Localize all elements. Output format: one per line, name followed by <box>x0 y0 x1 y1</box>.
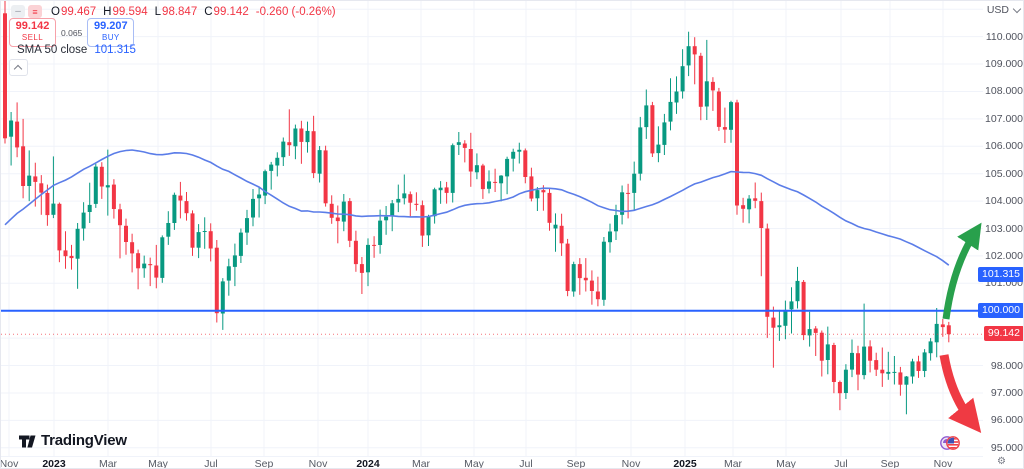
time-tick-month-label: Sep <box>254 458 274 469</box>
time-tick-month-label: Mar <box>723 458 743 469</box>
price-tick-label: 95.000 <box>990 442 1023 454</box>
open-value: 99.467 <box>60 5 97 18</box>
low-label: L <box>154 5 162 18</box>
time-tick-year-label: 2023 <box>42 458 66 469</box>
time-tick-month-label: Nov <box>308 458 328 469</box>
legend-collapse-button[interactable] <box>9 59 28 76</box>
price-tick-label: 108.000 <box>985 85 1023 97</box>
currency-label: USD <box>986 4 1009 16</box>
sma-line <box>4 149 950 266</box>
high-label: H <box>103 5 112 18</box>
sma-value-badge: 101.315 <box>978 267 1023 282</box>
candles-layer <box>3 1 951 415</box>
price-tick-label: 96.000 <box>990 414 1023 426</box>
buy-label: BUY <box>101 33 120 42</box>
currency-selector[interactable]: USD <box>986 4 1022 16</box>
sell-price: 99.142 <box>15 20 50 32</box>
arrow-down-annotation <box>939 354 982 434</box>
close-label: C <box>204 5 213 18</box>
sell-label: SELL <box>21 33 44 42</box>
price-tick-label: 109.000 <box>985 58 1023 70</box>
sell-button[interactable]: 99.142 SELL <box>9 18 56 47</box>
low-value: 98.847 <box>162 5 198 18</box>
time-tick-month-label: Sep <box>880 458 900 469</box>
price-tick-label: 104.000 <box>985 195 1023 207</box>
usd-index-logo-icon <box>939 435 961 451</box>
level-line-badge: 100.000 <box>978 303 1023 318</box>
time-axis[interactable]: Nov 2023 Mar May Jul Sep Nov 2024 Mar May Jul Sep No… <box>0 456 983 469</box>
buy-price: 99.207 <box>93 20 128 32</box>
settings-gear-icon[interactable] <box>997 456 1006 467</box>
price-tick-label: 110.000 <box>985 31 1023 43</box>
time-tick-month-label: Mar <box>98 458 118 469</box>
grid-layer <box>1 1 983 456</box>
spread-value: 0.065 <box>61 27 83 38</box>
indicator-name: SMA 50 close <box>17 44 88 56</box>
time-tick-year-label: 2024 <box>356 458 380 469</box>
time-tick-month-label: Nov <box>621 458 641 469</box>
time-tick-month-label: Nov <box>0 458 19 469</box>
price-tick-label: 107.000 <box>985 113 1023 125</box>
symbol-status-row: O99.467 H99.594 L98.847 C99.142 -0.260 (… <box>11 5 336 18</box>
tradingview-logo-text: TradingView <box>41 432 127 449</box>
time-tick-month-label: Nov <box>933 458 953 469</box>
price-tick-label: 102.000 <box>985 250 1023 262</box>
price-tick-label: 106.000 <box>985 140 1023 152</box>
time-tick-year-label: 2025 <box>673 458 697 469</box>
time-tick-month-label: Jul <box>519 458 533 469</box>
buy-button[interactable]: 99.207 BUY <box>87 18 135 47</box>
menu-lines-icon[interactable] <box>28 5 42 18</box>
indicator-legend[interactable]: SMA 50 close 101.315 <box>17 44 136 56</box>
last-price-badge: 99.142 <box>983 326 1023 341</box>
open-label: O <box>51 5 60 18</box>
price-tick-label: 103.000 <box>985 223 1023 235</box>
arrow-up-annotation <box>942 222 982 320</box>
time-tick-month-label: May <box>464 458 484 469</box>
tradingview-mark-icon <box>19 435 36 447</box>
time-tick-month-label: May <box>776 458 796 469</box>
time-tick-month-label: Jul <box>204 458 218 469</box>
time-tick-month-label: Sep <box>566 458 586 469</box>
price-tick-label: 97.000 <box>990 387 1023 399</box>
price-axis[interactable]: USD 110.000 109.000 108.000 107.000 106.000 1… <box>978 1 1023 456</box>
time-tick-month-label: Jul <box>834 458 848 469</box>
time-tick-month-label: May <box>148 458 168 469</box>
close-value: 99.142 <box>213 5 249 18</box>
chevron-up-icon <box>13 64 23 74</box>
minimize-icon[interactable] <box>11 5 25 18</box>
price-tick-label: 105.000 <box>985 168 1023 180</box>
trade-buttons: 99.142 SELL 0.065 99.207 BUY <box>9 18 135 47</box>
time-tick-month-label: Mar <box>411 458 431 469</box>
ohlc-readout: O 99.467 H 99.594 L 98.847 C 99.142 -0.260 (… <box>51 6 336 18</box>
candlestick-chart[interactable] <box>1 1 1024 456</box>
change-value: -0.260 (-0.26%) <box>255 5 336 18</box>
indicator-value: 101.315 <box>94 44 136 56</box>
tradingview-logo[interactable]: TradingView <box>19 432 127 449</box>
price-tick-label: 98.000 <box>990 360 1023 372</box>
high-value: 99.594 <box>112 5 148 18</box>
chevron-down-icon <box>1012 4 1022 14</box>
